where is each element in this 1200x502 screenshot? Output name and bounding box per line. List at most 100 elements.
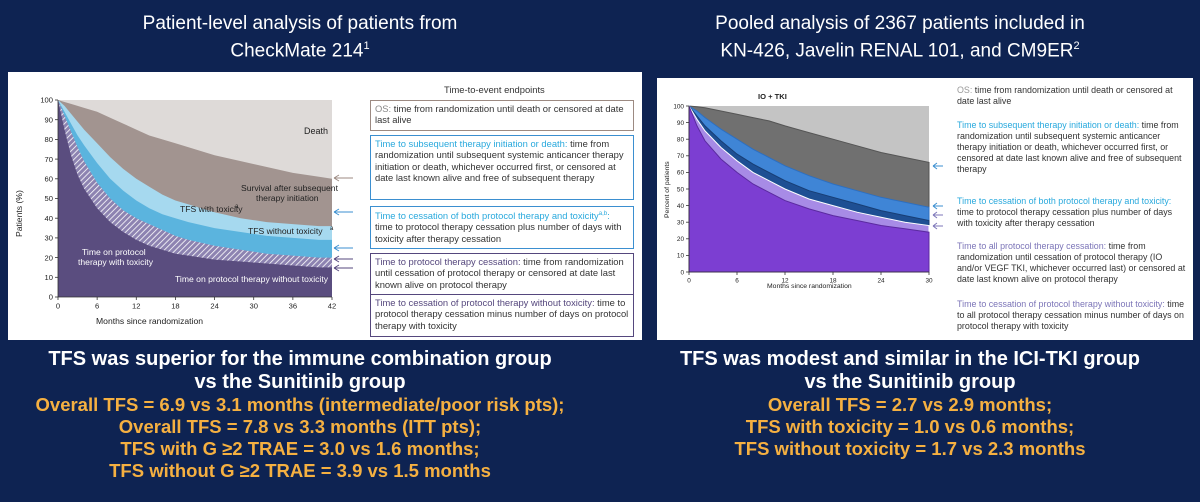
right-bullet-3: TFS without toxicity = 1.7 vs 2.3 months [734, 438, 1086, 459]
left-y-tick-label: 30 [45, 234, 53, 243]
right-y-tick-label: 50 [677, 186, 685, 193]
left-conclusion-line1: TFS was superior for the immune combinat… [48, 348, 552, 370]
right-connectors [932, 162, 943, 230]
right-x-tick-label: 0 [687, 277, 691, 284]
right-y-tick-label: 20 [677, 236, 685, 243]
left-x-tick-label: 0 [56, 302, 60, 311]
left-box-without-toxicity: Time to cessation of protocol therapy wi… [370, 294, 634, 337]
left-y-tick-label: 10 [45, 273, 53, 282]
connector-line [333, 177, 340, 182]
connector-line [333, 244, 340, 249]
left-y-tick-label: 0 [49, 293, 53, 302]
right-desc-subsequent: Time to subsequent therapy initiation or… [957, 120, 1182, 174]
left-bullet-2: Overall TFS = 7.8 vs 3.3 months (ITT pts… [118, 416, 482, 437]
left-y-tick-label: 60 [45, 175, 53, 184]
right-survival-chart: 0 6 12 18 24 30 0 10 20 30 40 50 60 70 80 90 100 IO + TK… [664, 92, 943, 290]
right-y-tick-label: 0 [680, 269, 684, 276]
right-heading-footnote: 2 [1073, 40, 1080, 52]
right-heading: Pooled analysis of 2367 patients include… [600, 12, 1200, 62]
connector-line [333, 267, 340, 272]
connector-line [333, 211, 340, 216]
left-figure-panel: 0 6 12 18 24 30 36 42 0 10 20 30 40 50 60 70 80 90 100 Dea… [8, 72, 642, 340]
left-heading-line2: CheckMate 214 [230, 40, 364, 62]
connector-line [333, 258, 340, 263]
left-x-tick-label: 12 [132, 302, 140, 311]
right-y-axis-label: Percent of patients [664, 161, 671, 218]
right-y-tick-label: 40 [677, 203, 685, 210]
left-x-tick-label: 36 [289, 302, 297, 311]
right-conclusion-line1: TFS was modest and similar in the ICI-TK… [679, 348, 1141, 370]
left-label-tfs-without: TFS without toxicity [248, 226, 323, 236]
left-conclusion-line2: vs the Sunitinib group [194, 371, 406, 393]
left-label-tfs-without-sup: a [330, 226, 334, 232]
left-x-tick-label: 24 [210, 302, 218, 311]
left-box-os: OS: time from randomization until death … [370, 100, 634, 131]
right-y-tick-label: 100 [673, 103, 684, 110]
left-label-survival-1: Survival after subsequent [241, 183, 339, 193]
right-x-axis-label: Months since randomization [767, 283, 852, 290]
connector-line [333, 208, 340, 213]
connector-line [333, 264, 340, 269]
connector-line [333, 255, 340, 260]
connector-line [932, 225, 938, 230]
left-x-tick-label: 42 [328, 302, 336, 311]
left-x-tick-label: 30 [249, 302, 257, 311]
left-y-axis-label: Patients (%) [14, 190, 24, 237]
left-chart-areas [58, 100, 332, 297]
right-x-tick-label: 18 [829, 277, 837, 284]
right-bullet-1: Overall TFS = 2.7 vs 2.9 months; [767, 394, 1053, 415]
left-area-0 [58, 100, 332, 297]
left-conclusion: TFS was superior for the immune combinat… [0, 348, 600, 482]
connector-line [932, 202, 938, 207]
right-chart-areas [688, 104, 930, 273]
left-y-tick-label: 20 [45, 253, 53, 262]
left-label-death: Death [304, 126, 328, 136]
right-bullet-2: TFS with toxicity = 1.0 vs 0.6 months; [745, 416, 1075, 437]
left-y-tick-label: 80 [45, 135, 53, 144]
left-box-cessation: Time to protocol therapy cessation: time… [370, 253, 634, 296]
right-figure-panel: 0 6 12 18 24 30 0 10 20 30 40 50 60 70 80 90 100 IO + TK… [657, 78, 1193, 340]
right-desc-os: OS: time from randomization until death … [957, 85, 1173, 106]
right-area-0 [688, 105, 930, 273]
right-x-tick-label: 24 [877, 277, 885, 284]
left-chart-axes: 0 6 12 18 24 30 36 42 0 10 20 30 40 50 60 70 80 90 100 [40, 96, 336, 311]
right-conclusion: TFS was modest and similar in the ICI-TK… [620, 348, 1200, 460]
connector-line [333, 174, 340, 179]
left-y-tick-label: 50 [45, 194, 53, 203]
right-y-tick-label: 10 [677, 253, 685, 260]
right-y-tick-label: 90 [677, 120, 685, 127]
left-y-tick-label: 100 [40, 96, 53, 105]
right-chart-title: IO + TKI [758, 92, 787, 101]
right-chart-axes: 0 6 12 18 24 30 0 10 20 30 40 50 60 70 80 90 100 [673, 103, 933, 284]
left-label-survival-2: therapy initiation [256, 193, 319, 203]
left-box-cessation-both: Time to cessation of both protocol thera… [370, 206, 634, 249]
left-heading: Patient-level analysis of patients from … [0, 12, 600, 62]
left-x-tick-label: 18 [171, 302, 179, 311]
right-y-tick-label: 30 [677, 219, 685, 226]
right-x-tick-label: 30 [925, 277, 933, 284]
right-conclusion-line2: vs the Sunitinib group [804, 371, 1016, 393]
left-survival-chart: 0 6 12 18 24 30 36 42 0 10 20 30 40 50 60 70 80 90 100 Dea… [14, 96, 353, 326]
left-heading-line1: Patient-level analysis of patients from [142, 13, 458, 34]
connector-line [932, 205, 938, 210]
left-x-axis-label: Months since randomization [96, 316, 203, 326]
connector-line [932, 211, 938, 216]
right-heading-line1: Pooled analysis of 2367 patients include… [715, 13, 1085, 34]
right-y-tick-label: 60 [677, 170, 685, 177]
left-endpoints-title: Time-to-event endpoints [444, 84, 545, 95]
left-x-tick-label: 6 [95, 302, 99, 311]
left-label-time-with-1: Time on protocol [82, 247, 146, 257]
connector-line [932, 222, 938, 227]
left-label-tfs-with: TFS with toxicity [180, 204, 243, 214]
left-label-tfs-with-sup: a [235, 204, 239, 210]
left-bullet-3: TFS with G ≥2 TRAE = 3.0 vs 1.6 months; [120, 438, 480, 459]
left-label-time-with-2: therapy with toxicity [78, 257, 154, 267]
left-heading-footnote: 1 [363, 40, 370, 52]
right-x-tick-label: 6 [735, 277, 739, 284]
left-bullet-4: TFS without G ≥2 TRAE = 3.9 vs 1.5 month… [109, 460, 491, 481]
right-heading-line2: KN-426, Javelin RENAL 101, and CM9ER [720, 40, 1074, 62]
left-box-subsequent: Time to subsequent therapy initiation or… [370, 135, 634, 200]
right-y-tick-label: 80 [677, 136, 685, 143]
right-y-tick-label: 70 [677, 153, 685, 160]
left-y-tick-label: 90 [45, 115, 53, 124]
